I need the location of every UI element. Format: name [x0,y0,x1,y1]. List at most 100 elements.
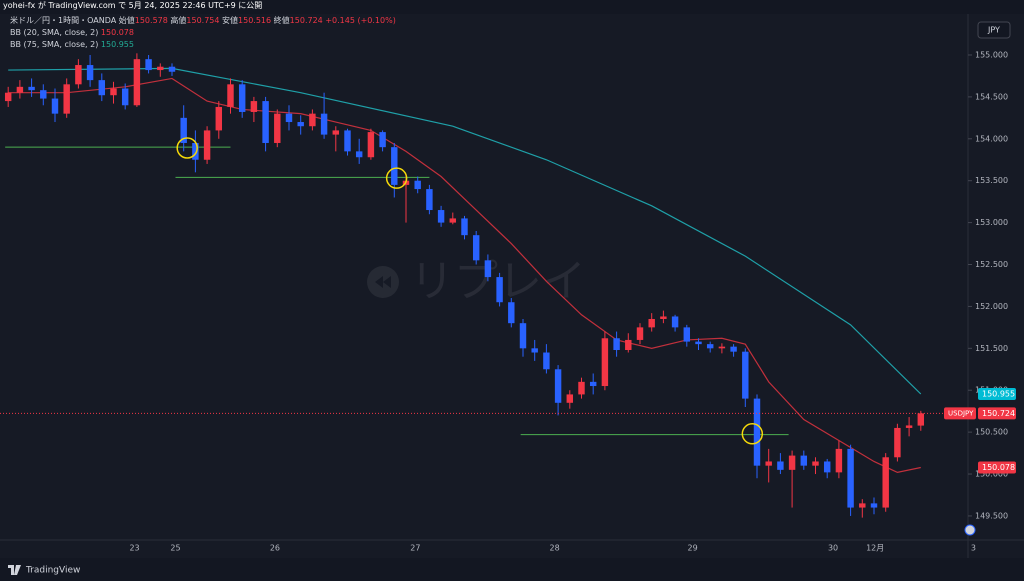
candle-body [28,86,35,91]
legend-name: BB (20, SMA, close, 2) [10,28,99,37]
candle-body [367,132,375,158]
price-tag [978,388,1016,401]
price-tag-label: 150.955 [982,390,1015,399]
candle-body [238,84,246,112]
x-tick-label: 29 [688,544,698,553]
candle-body [86,65,94,81]
footer [0,558,1024,581]
change: +0.145 (+0.10%) [325,16,396,25]
x-tick-label: 30 [828,544,838,553]
candle-body [391,147,398,185]
candle-body [344,130,351,152]
candle-body [110,88,117,96]
price-tag [978,461,1016,474]
candle-body [742,351,749,399]
candle-body [297,122,304,127]
currency-label[interactable]: JPY [987,26,1000,35]
candle-body [554,369,562,403]
ohlc-label: 安値 [222,16,239,25]
x-tick-label: 3 [971,544,976,553]
candle-body [133,59,141,106]
candle-body [437,210,445,223]
candle-body [882,457,889,508]
y-tick-label: 155.000 [975,50,1008,59]
candle-body [227,84,234,107]
candle-body [157,66,164,71]
candle-body [145,59,152,71]
ohlc-label: 始値 [118,16,135,25]
x-tick-label: 26 [270,544,280,553]
replay-icon-arrows [375,276,391,288]
y-tick-label: 153.000 [975,218,1008,227]
candle-body [449,218,457,223]
ohlc-value: 150.516 [238,16,272,25]
candle-body [355,151,363,158]
candle-body [870,503,878,508]
brand-logo [8,565,21,575]
ohlc-value: 150.578 [134,16,168,25]
candle-body [180,117,187,143]
candle-body [859,503,866,508]
legend-bb75: BB (75, SMA, close, 2) 150.955 [10,40,134,50]
candle-body [718,346,726,349]
candle-body [601,338,609,387]
candle-body [192,142,199,160]
candle-body [765,461,772,466]
candle-body [121,88,129,106]
ohlc-label: 終値 [273,16,290,25]
candle-body [777,461,784,470]
x-tick-label: 27 [410,544,420,553]
candle-body [706,344,714,349]
candle-body [285,113,293,123]
legend-value: 150.955 [100,40,134,49]
candle-body [472,235,480,261]
indicator-line [8,67,922,395]
y-tick-label: 150.000 [975,470,1008,479]
y-tick-label: 154.500 [975,92,1008,101]
candle-body [508,302,515,324]
highlight-marker [741,423,764,445]
candle-body [262,101,269,143]
candle-body [309,113,316,127]
candle-body [613,338,620,350]
candle-body [51,98,59,114]
scroll-button[interactable] [964,524,976,536]
y-tick-label: 154.000 [975,134,1008,143]
candle-body [847,448,854,508]
ohlc-value: 150.724 [289,16,323,25]
legend-name: BB (75, SMA, close, 2) [10,40,99,49]
symbol-tag-label: USDJPY [948,409,974,417]
candle-body [484,260,492,278]
candle-body [660,316,667,319]
highlight-marker [385,167,408,189]
x-tick-label: 23 [129,544,139,553]
y-tick-label: 149.500 [975,511,1008,520]
candle-body [823,461,831,473]
candle-body [16,86,24,93]
brand: TradingView [25,566,80,576]
candle-body [835,448,843,473]
x-tick-label: 12月 [866,544,884,553]
candle-body [379,132,386,148]
currency-button[interactable] [977,21,1011,39]
candle-body [274,113,281,143]
candle-body [426,189,433,211]
candle-body [812,461,819,466]
candle-body [496,277,503,303]
symbol-title: 米ドル／円・1時間・OANDA [10,16,117,25]
y-tick-label: 151.500 [975,344,1008,353]
candle-body [531,348,538,353]
price-tag-label: 150.724 [982,409,1015,418]
candle-body [625,339,632,350]
candle-body [461,218,468,236]
candle-body [75,65,82,85]
legend-main: 米ドル／円・1時間・OANDA 始値150.578 高値150.754 安値15… [10,16,396,26]
candle-body [332,130,340,135]
candle-body [695,341,702,345]
ohlc-value: 150.754 [186,16,220,25]
price-tag [978,407,1016,420]
x-tick-label: 25 [170,544,180,553]
legend-bb20: BB (20, SMA, close, 2) 150.078 [10,28,134,38]
legend-value: 150.078 [100,28,134,37]
candle-body [566,394,574,403]
